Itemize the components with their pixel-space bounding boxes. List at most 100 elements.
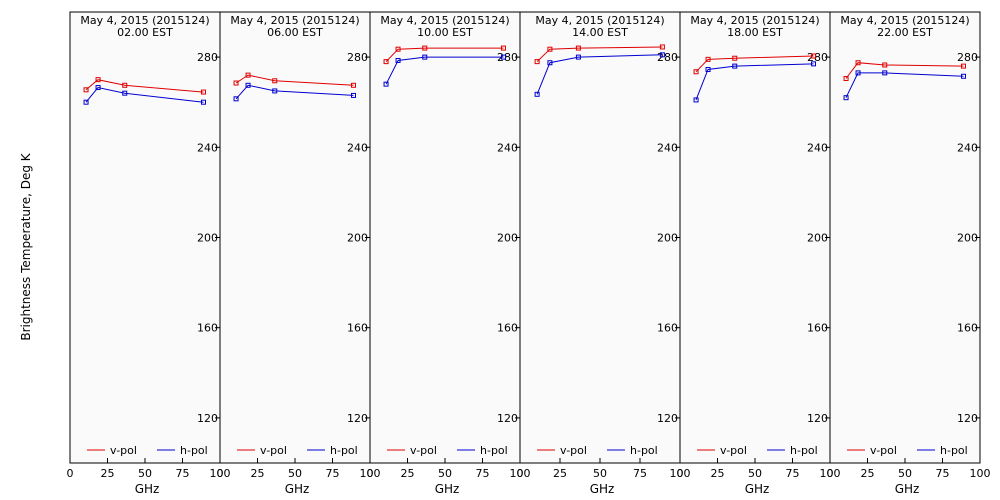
panel-title: May 4, 2015 (2015124) <box>690 14 819 27</box>
x-tick-label: 50 <box>288 467 302 480</box>
series-line-v-pol <box>235 74 354 86</box>
x-axis-label: GHz <box>895 482 920 496</box>
x-tick-label: 25 <box>251 467 265 480</box>
legend-label-v-pol: v-pol <box>110 444 137 457</box>
x-tick-label: 100 <box>670 467 691 480</box>
data-point-h-pol <box>272 88 278 94</box>
data-point-v-pol <box>534 59 540 65</box>
y-tick-label: 200 <box>347 232 368 245</box>
series-line-h-pol <box>235 84 354 100</box>
x-tick-label: 25 <box>861 467 875 480</box>
data-point-v-pol <box>659 44 665 50</box>
legend-label-h-pol: h-pol <box>940 444 968 457</box>
panel-subtitle: 18.00 EST <box>727 26 783 39</box>
legend-label-v-pol: v-pol <box>260 444 287 457</box>
x-tick-label: 0 <box>517 467 524 480</box>
data-point-v-pol <box>693 69 699 75</box>
y-tick-label: 160 <box>807 322 828 335</box>
data-point-h-pol <box>547 60 553 66</box>
data-point-h-pol <box>575 54 581 60</box>
data-point-h-pol <box>693 97 699 103</box>
data-point-v-pol <box>272 78 278 84</box>
y-tick-label: 160 <box>197 322 218 335</box>
x-tick-label: 100 <box>970 467 991 480</box>
x-tick-label: 50 <box>748 467 762 480</box>
x-tick-label: 75 <box>176 467 190 480</box>
series-line-h-pol <box>85 86 204 103</box>
legend-label-h-pol: h-pol <box>180 444 208 457</box>
data-point-v-pol <box>843 76 849 82</box>
y-tick-label: 240 <box>957 141 978 154</box>
data-point-v-pol <box>575 45 581 51</box>
y-tick-label: 280 <box>807 51 828 64</box>
series-line-h-pol <box>385 56 504 85</box>
data-point-h-pol <box>811 61 816 67</box>
y-tick-label: 200 <box>197 232 218 245</box>
y-tick-label: 280 <box>197 51 218 64</box>
data-point-v-pol <box>351 82 356 88</box>
data-point-h-pol <box>705 67 711 73</box>
y-tick-label: 120 <box>497 412 518 425</box>
data-point-h-pol <box>201 99 206 105</box>
panel-frame <box>519 11 681 464</box>
legend-label-h-pol: h-pol <box>480 444 508 457</box>
x-tick-label: 100 <box>820 467 841 480</box>
y-tick-label: 200 <box>807 232 828 245</box>
data-point-h-pol <box>95 85 101 91</box>
y-tick-label: 120 <box>657 412 678 425</box>
y-tick-label: 200 <box>957 232 978 245</box>
panel-title: May 4, 2015 (2015124) <box>380 14 509 27</box>
x-tick-label: 100 <box>360 467 381 480</box>
x-axis-label: GHz <box>745 482 770 496</box>
chart-panel-4: May 4, 2015 (2015124)14.00 EST 120 160 200 2… <box>517 11 691 496</box>
x-axis-label: GHz <box>285 482 310 496</box>
series-line-h-pol <box>695 63 814 101</box>
legend-label-h-pol: h-pol <box>790 444 818 457</box>
panel-subtitle: 06.00 EST <box>267 26 323 39</box>
legend-label-v-pol: v-pol <box>720 444 747 457</box>
x-tick-label: 0 <box>677 467 684 480</box>
y-tick-label: 160 <box>347 322 368 335</box>
panel-subtitle: 02.00 EST <box>117 26 173 39</box>
x-tick-label: 0 <box>827 467 834 480</box>
data-point-h-pol <box>659 52 665 58</box>
data-point-v-pol <box>882 62 888 68</box>
chart-panel-3: May 4, 2015 (2015124)10.00 EST 120 160 200 2… <box>367 11 531 496</box>
data-point-h-pol <box>882 70 888 76</box>
data-point-v-pol <box>245 72 251 78</box>
panel-frame <box>829 11 981 464</box>
series-line-v-pol <box>85 79 204 93</box>
legend-label-h-pol: h-pol <box>330 444 358 457</box>
data-point-v-pol <box>122 82 128 88</box>
series-line-v-pol <box>536 46 663 62</box>
data-point-v-pol <box>547 46 553 52</box>
x-tick-label: 50 <box>438 467 452 480</box>
x-tick-label: 75 <box>476 467 490 480</box>
data-point-h-pol <box>961 73 966 79</box>
series-line-v-pol <box>385 47 504 62</box>
legend-label-h-pol: h-pol <box>630 444 658 457</box>
x-tick-label: 50 <box>593 467 607 480</box>
legend-label-v-pol: v-pol <box>410 444 437 457</box>
y-tick-label: 160 <box>657 322 678 335</box>
x-axis-label: GHz <box>435 482 460 496</box>
data-point-h-pol <box>534 91 540 97</box>
data-point-h-pol <box>843 95 849 101</box>
panel-subtitle: 14.00 EST <box>572 26 628 39</box>
x-tick-label: 25 <box>553 467 567 480</box>
data-point-h-pol <box>383 81 389 87</box>
x-tick-label: 25 <box>711 467 725 480</box>
chart-panel-6: May 4, 2015 (2015124)22.00 EST 120 160 200 2… <box>827 11 991 496</box>
chart-panels: May 4, 2015 (2015124) 02.00 EST 120 160 200 2… <box>67 11 991 496</box>
x-axis-label: GHz <box>135 482 160 496</box>
data-point-h-pol <box>732 63 738 69</box>
x-tick-label: 0 <box>67 467 74 480</box>
data-point-v-pol <box>395 46 401 52</box>
data-point-h-pol <box>351 92 356 98</box>
data-point-h-pol <box>122 90 128 96</box>
data-point-h-pol <box>501 54 506 60</box>
y-tick-label: 120 <box>347 412 368 425</box>
data-point-h-pol <box>855 70 861 76</box>
legend-label-v-pol: v-pol <box>560 444 587 457</box>
